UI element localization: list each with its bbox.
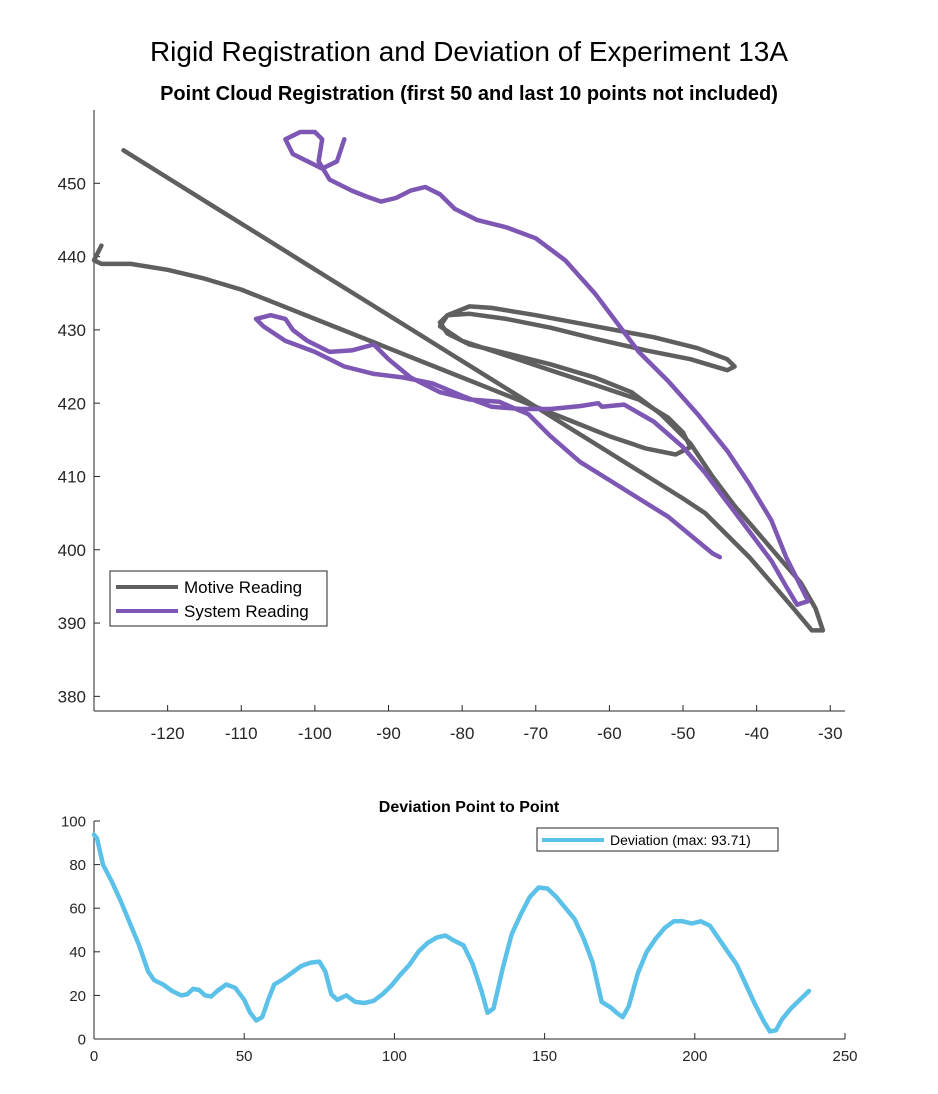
y-tick-label: 410 — [58, 468, 86, 487]
point-cloud-chart-title: Point Cloud Registration (first 50 and l… — [160, 83, 778, 105]
x-tick-label: 100 — [382, 1048, 407, 1065]
series-line-0 — [91, 148, 826, 633]
point-cloud-axes: -120 -110 -100 -90 -80 -70 -60 -50 -40 -30 380 390 4… — [58, 110, 845, 743]
y-tick-label: 20 — [69, 988, 86, 1005]
legend-box — [536, 827, 779, 852]
figure-title: Rigid Registration and Deviation of Expe… — [149, 36, 789, 67]
x-tick-label: 50 — [236, 1048, 253, 1065]
point-cloud-legend: Motive Reading System Reading — [109, 570, 328, 627]
y-tick-label: 60 — [69, 901, 86, 918]
x-tick-label: 250 — [832, 1048, 857, 1065]
x-tick-label: 200 — [682, 1048, 707, 1065]
legend-box — [109, 570, 328, 627]
x-tick-label: -50 — [671, 724, 696, 743]
y-tick-label: 100 — [61, 813, 86, 830]
legend-label-motive: Motive Reading — [184, 578, 302, 597]
x-tick-label: 150 — [532, 1048, 557, 1065]
deviation-lines — [91, 832, 812, 1034]
y-tick-label: 40 — [69, 944, 86, 961]
series-line-1 — [253, 129, 811, 607]
x-tick-label: -90 — [376, 724, 401, 743]
x-tick-label: -100 — [298, 724, 332, 743]
x-tick-label: -40 — [744, 724, 769, 743]
deviation-chart-title: Deviation Point to Point — [379, 799, 560, 816]
y-tick-label: 380 — [58, 687, 86, 706]
x-tick-label: 0 — [90, 1048, 98, 1065]
x-tick-label: -70 — [523, 724, 548, 743]
deviation-legend: Deviation (max: 93.71) — [536, 827, 779, 852]
legend-label-system: System Reading — [184, 602, 309, 621]
y-tick-label: 0 — [78, 1031, 86, 1048]
y-tick-label: 400 — [58, 541, 86, 560]
y-tick-label: 420 — [58, 394, 86, 413]
y-tick-label: 440 — [58, 248, 86, 267]
y-tick-label: 450 — [58, 174, 86, 193]
legend-label-deviation: Deviation (max: 93.71) — [610, 832, 751, 848]
x-tick-label: -60 — [597, 724, 622, 743]
x-tick-label: -80 — [450, 724, 475, 743]
series-line-0 — [91, 832, 812, 1034]
y-tick-label: 390 — [58, 614, 86, 633]
x-tick-label: -110 — [225, 724, 258, 743]
x-tick-label: -120 — [151, 724, 185, 743]
point-cloud-lines — [91, 129, 826, 633]
x-tick-label: -30 — [818, 724, 843, 743]
y-tick-label: 80 — [69, 857, 86, 874]
deviation-axes: 0 50 100 150 200 250 0 20 40 60 80 100 — [61, 813, 858, 1065]
y-tick-label: 430 — [58, 321, 86, 340]
